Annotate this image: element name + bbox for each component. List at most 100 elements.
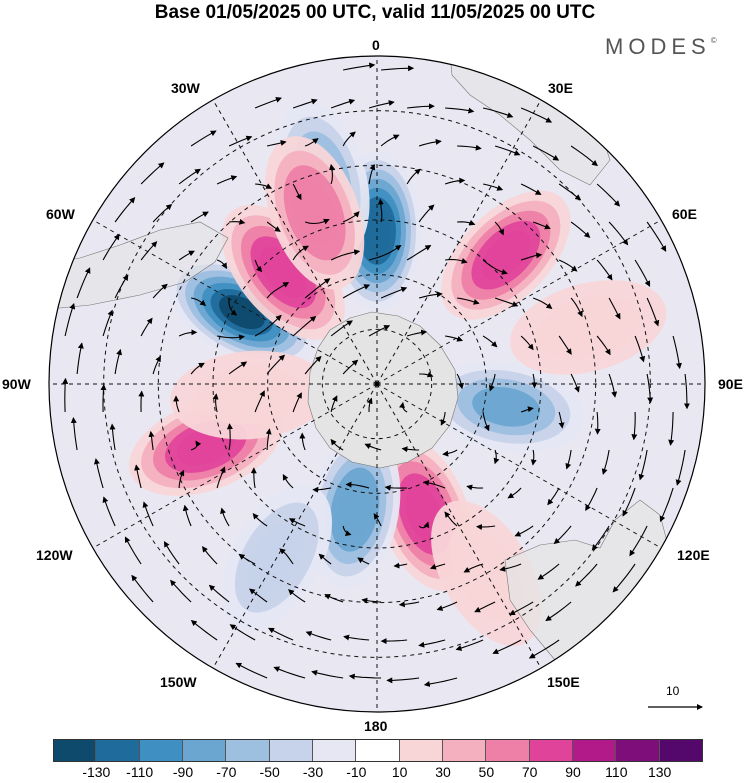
wind-vector — [429, 563, 446, 570]
wind-vector — [399, 401, 408, 413]
wind-vector — [266, 354, 286, 375]
wind-vector — [520, 252, 543, 261]
wind-vector — [228, 135, 253, 147]
wind-vector — [668, 411, 675, 446]
wind-vector — [114, 197, 136, 223]
wind-vector — [208, 584, 230, 603]
wind-vector — [608, 297, 621, 320]
wind-vector — [330, 320, 353, 337]
wind-vector — [634, 335, 646, 363]
wind-vector — [357, 557, 370, 565]
colorbar-swatch — [182, 739, 227, 762]
wind-vector — [466, 484, 484, 491]
wind-vector — [380, 638, 408, 645]
wind-vector — [596, 259, 613, 281]
reference-vector-label: 10 — [666, 684, 680, 698]
lon-label-120w: 120W — [36, 547, 73, 563]
lon-label-30e: 30E — [548, 80, 573, 96]
anomaly-contour — [260, 246, 307, 298]
wind-vector — [418, 521, 430, 529]
lon-label-60e: 60E — [672, 206, 697, 222]
wind-vector — [330, 98, 356, 109]
wind-vector — [532, 297, 553, 310]
meridian-line — [92, 219, 378, 385]
lon-label-90w: 90W — [2, 376, 31, 392]
wind-vector — [173, 395, 180, 413]
wind-vector — [608, 373, 618, 398]
wind-vector — [419, 371, 434, 378]
lon-label-90e: 90E — [718, 376, 743, 392]
wind-vector — [596, 335, 611, 356]
wind-vector — [445, 257, 468, 264]
wind-vector — [364, 443, 382, 451]
colorbar-swatch — [572, 739, 617, 762]
wind-vector — [380, 134, 400, 147]
wind-vectors — [62, 62, 690, 687]
colorbar-swatch — [53, 739, 97, 762]
lon-label-30w: 30W — [171, 80, 200, 96]
wind-vector — [442, 449, 458, 457]
wind-vector — [499, 563, 522, 572]
wind-vector — [140, 317, 153, 337]
wind-vector — [273, 666, 306, 679]
colorbar-tick-label: 110 — [605, 764, 628, 780]
wind-vector — [342, 359, 359, 375]
wind-vector — [288, 589, 306, 603]
meridian-line — [376, 383, 542, 669]
wind-vector — [268, 627, 294, 641]
wind-vector — [537, 563, 560, 580]
wind-vector — [482, 107, 514, 118]
wind-vector — [407, 103, 435, 110]
lon-label-150e: 150E — [547, 674, 580, 690]
wind-vector — [102, 496, 116, 527]
wind-vector — [520, 406, 534, 413]
wind-vector — [474, 601, 496, 613]
wind-vector — [216, 466, 226, 489]
wind-vector — [311, 669, 344, 679]
colorbar-swatch — [442, 739, 487, 762]
wind-vector — [226, 423, 233, 451]
wind-vector — [575, 563, 598, 587]
wind-vector — [70, 417, 78, 451]
wind-vector — [457, 219, 476, 226]
wind-vector — [254, 259, 263, 273]
wind-vector — [216, 175, 238, 185]
wind-vector — [612, 563, 636, 593]
wind-vector — [455, 639, 484, 651]
wind-vector — [266, 281, 290, 299]
wind-vector — [330, 249, 361, 261]
wind-vector — [304, 355, 322, 375]
wind-vector — [342, 62, 376, 71]
latitude-circle — [321, 328, 433, 440]
wind-vector — [152, 355, 161, 375]
wind-vector — [445, 107, 475, 114]
wind-vector — [570, 297, 583, 318]
wind-vector — [585, 487, 598, 512]
anomaly-contour — [472, 386, 541, 427]
wind-vector — [292, 245, 309, 261]
colorbar-swatch — [616, 739, 660, 762]
wind-vector — [532, 221, 551, 230]
colorbar — [53, 739, 703, 762]
wind-vector — [62, 377, 69, 413]
wind-vector — [114, 348, 122, 375]
wind-vector — [100, 384, 107, 413]
wind-vector — [530, 449, 537, 466]
meridian-line — [212, 383, 378, 669]
wind-vector — [163, 541, 180, 565]
wind-vector — [494, 145, 521, 156]
wind-vector — [386, 677, 420, 684]
wind-vector — [178, 250, 195, 261]
wind-vector — [634, 259, 651, 287]
wind-vector — [282, 474, 294, 489]
wind-vector — [140, 162, 165, 185]
wind-vector — [368, 244, 402, 261]
wind-vector — [190, 362, 205, 375]
wind-vector — [393, 562, 408, 569]
colorbar-tick-label: -50 — [259, 764, 280, 780]
wind-vector — [64, 302, 76, 337]
anomaly-contour — [536, 295, 641, 359]
wind-vector — [675, 449, 686, 486]
wind-vector — [330, 395, 338, 413]
wind-vector — [494, 297, 519, 307]
